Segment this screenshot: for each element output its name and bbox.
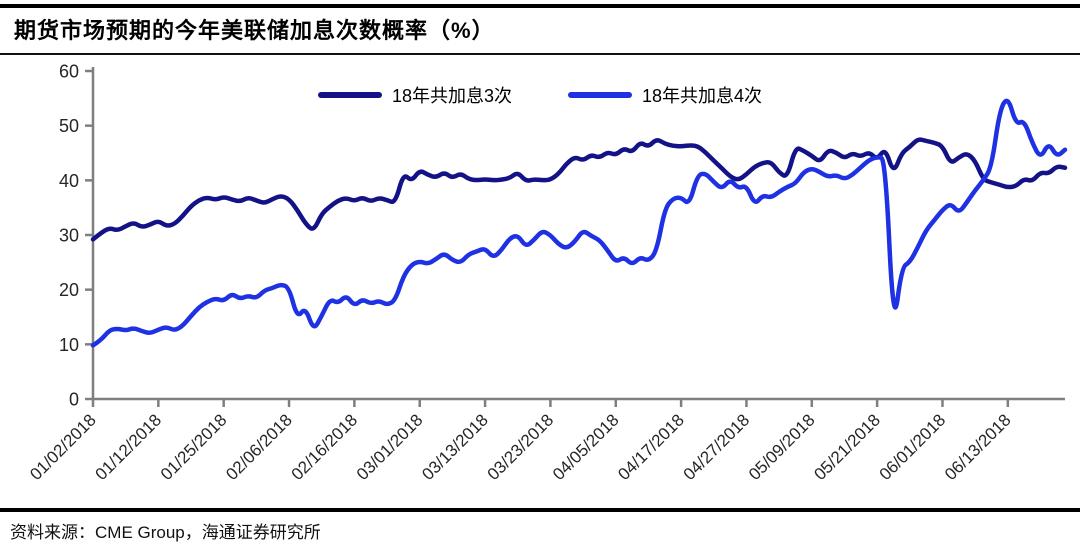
chart-legend: 18年共加息3次 18年共加息4次 (0, 82, 1080, 108)
legend-line-swatch-4-hikes (568, 92, 632, 98)
y-tick-label: 40 (59, 171, 79, 191)
x-tick-label: 01/12/2018 (92, 410, 166, 484)
line-chart: 0 10 20 30 40 50 60 01/02/201801/12/201801/25/2… (26, 61, 1068, 484)
x-tick-label: 04/27/2018 (680, 410, 754, 484)
y-tick-label: 0 (69, 389, 79, 409)
top-border-rule (0, 4, 1080, 8)
x-tick-label: 02/16/2018 (288, 410, 362, 484)
x-tick-label: 02/06/2018 (222, 410, 296, 484)
x-tick-label: 03/01/2018 (353, 410, 427, 484)
series-line-4-hikes (90, 98, 1068, 348)
x-tick-label: 03/23/2018 (484, 410, 558, 484)
x-tick-label: 05/09/2018 (745, 410, 819, 484)
chart-title: 期货市场预期的今年美联储加息次数概率（%） (14, 18, 495, 43)
y-tick-label: 60 (59, 61, 79, 81)
y-tick-label: 30 (59, 225, 79, 245)
x-tick-label: 01/02/2018 (26, 410, 100, 484)
title-underline-rule (0, 53, 1080, 55)
legend-item-3-hikes: 18年共加息3次 (317, 82, 512, 108)
source-note: 资料来源：CME Group，海通证券研究所 (10, 518, 321, 543)
bottom-border-rule (0, 508, 1080, 512)
x-tick-label: 04/17/2018 (614, 410, 688, 484)
chart-area: 0 10 20 30 40 50 60 01/02/2018 01/12/2018 01/25/2… (0, 60, 1080, 507)
legend-label-4-hikes: 18年共加息4次 (642, 86, 763, 106)
legend-line-swatch-3-hikes (317, 92, 382, 98)
x-tick-label: 03/13/2018 (418, 410, 492, 484)
x-tick-label: 04/05/2018 (549, 410, 623, 484)
legend-item-4-hikes: 18年共加息4次 (568, 82, 762, 108)
y-tick-label: 20 (59, 280, 79, 300)
y-tick-label: 50 (59, 116, 79, 136)
legend-label-3-hikes: 18年共加息3次 (391, 86, 512, 106)
x-tick-label: 06/13/2018 (941, 410, 1015, 484)
y-tick-label: 10 (59, 335, 79, 355)
source-label: 资料来源： (10, 523, 95, 542)
source-text: CME Group，海通证券研究所 (95, 523, 321, 542)
x-tick-label: 01/25/2018 (157, 410, 231, 484)
series-line-3-hikes (90, 137, 1068, 242)
x-tick-label: 05/21/2018 (810, 410, 884, 484)
x-tick-label: 06/01/2018 (876, 410, 950, 484)
